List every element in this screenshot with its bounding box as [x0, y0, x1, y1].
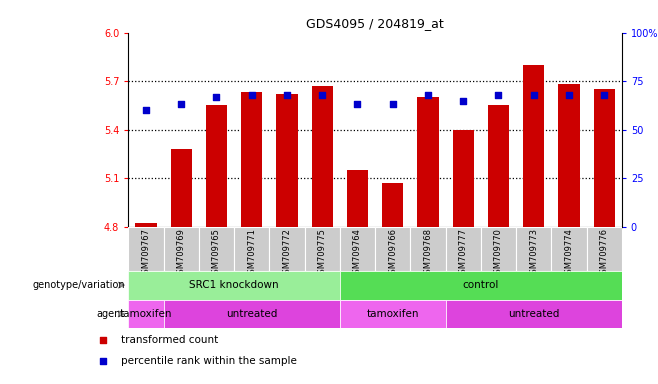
Bar: [417, 97, 438, 227]
Bar: [199, 227, 234, 271]
Bar: [241, 93, 263, 227]
Bar: [128, 271, 340, 300]
Bar: [312, 86, 333, 227]
Bar: [586, 227, 622, 271]
Bar: [276, 94, 297, 227]
Bar: [170, 149, 191, 227]
Text: control: control: [463, 280, 499, 290]
Text: tamoxifen: tamoxifen: [367, 309, 419, 319]
Point: [494, 92, 504, 98]
Bar: [128, 300, 164, 328]
Bar: [206, 105, 227, 227]
Point: [317, 92, 328, 98]
Text: GSM709774: GSM709774: [565, 228, 573, 279]
Bar: [347, 170, 368, 227]
Point: [528, 92, 539, 98]
Bar: [340, 300, 445, 328]
Text: percentile rank within the sample: percentile rank within the sample: [120, 356, 297, 366]
Point: [388, 101, 398, 108]
Point: [98, 358, 109, 364]
Text: GSM709764: GSM709764: [353, 228, 362, 279]
Bar: [375, 227, 411, 271]
Text: genotype/variation: genotype/variation: [32, 280, 125, 290]
Text: GSM709771: GSM709771: [247, 228, 256, 279]
Point: [176, 101, 186, 108]
Text: GSM709768: GSM709768: [424, 228, 432, 279]
Bar: [340, 227, 375, 271]
Bar: [453, 129, 474, 227]
Text: GSM709776: GSM709776: [599, 228, 609, 279]
Text: GSM709772: GSM709772: [282, 228, 291, 279]
Text: GSM709777: GSM709777: [459, 228, 468, 279]
Text: transformed count: transformed count: [120, 335, 218, 345]
Text: GSM709773: GSM709773: [529, 228, 538, 279]
Point: [422, 92, 433, 98]
Point: [211, 94, 222, 100]
Bar: [551, 227, 586, 271]
Bar: [516, 227, 551, 271]
Text: SRC1 knockdown: SRC1 knockdown: [190, 280, 279, 290]
Bar: [481, 227, 516, 271]
Bar: [382, 183, 403, 227]
Text: GSM709769: GSM709769: [177, 228, 186, 279]
Bar: [136, 223, 157, 227]
Point: [246, 92, 257, 98]
Bar: [128, 227, 164, 271]
Bar: [488, 105, 509, 227]
Text: untreated: untreated: [226, 309, 278, 319]
Text: agent: agent: [97, 309, 125, 319]
Point: [599, 92, 609, 98]
Bar: [594, 89, 615, 227]
Text: GSM709767: GSM709767: [141, 228, 151, 279]
Bar: [411, 227, 445, 271]
Bar: [445, 300, 622, 328]
Point: [352, 101, 363, 108]
Text: tamoxifen: tamoxifen: [120, 309, 172, 319]
Point: [282, 92, 292, 98]
Bar: [269, 227, 305, 271]
Text: GSM709765: GSM709765: [212, 228, 221, 279]
Bar: [445, 227, 481, 271]
Point: [458, 98, 468, 104]
Text: untreated: untreated: [508, 309, 559, 319]
Bar: [164, 300, 340, 328]
Bar: [523, 65, 544, 227]
Bar: [559, 84, 580, 227]
Point: [141, 107, 151, 113]
Text: GSM709775: GSM709775: [318, 228, 326, 279]
Text: GSM709770: GSM709770: [494, 228, 503, 279]
Bar: [305, 227, 340, 271]
Bar: [164, 227, 199, 271]
Point: [564, 92, 574, 98]
Bar: [234, 227, 269, 271]
Title: GDS4095 / 204819_at: GDS4095 / 204819_at: [306, 17, 444, 30]
Bar: [340, 271, 622, 300]
Point: [98, 337, 109, 343]
Text: GSM709766: GSM709766: [388, 228, 397, 279]
